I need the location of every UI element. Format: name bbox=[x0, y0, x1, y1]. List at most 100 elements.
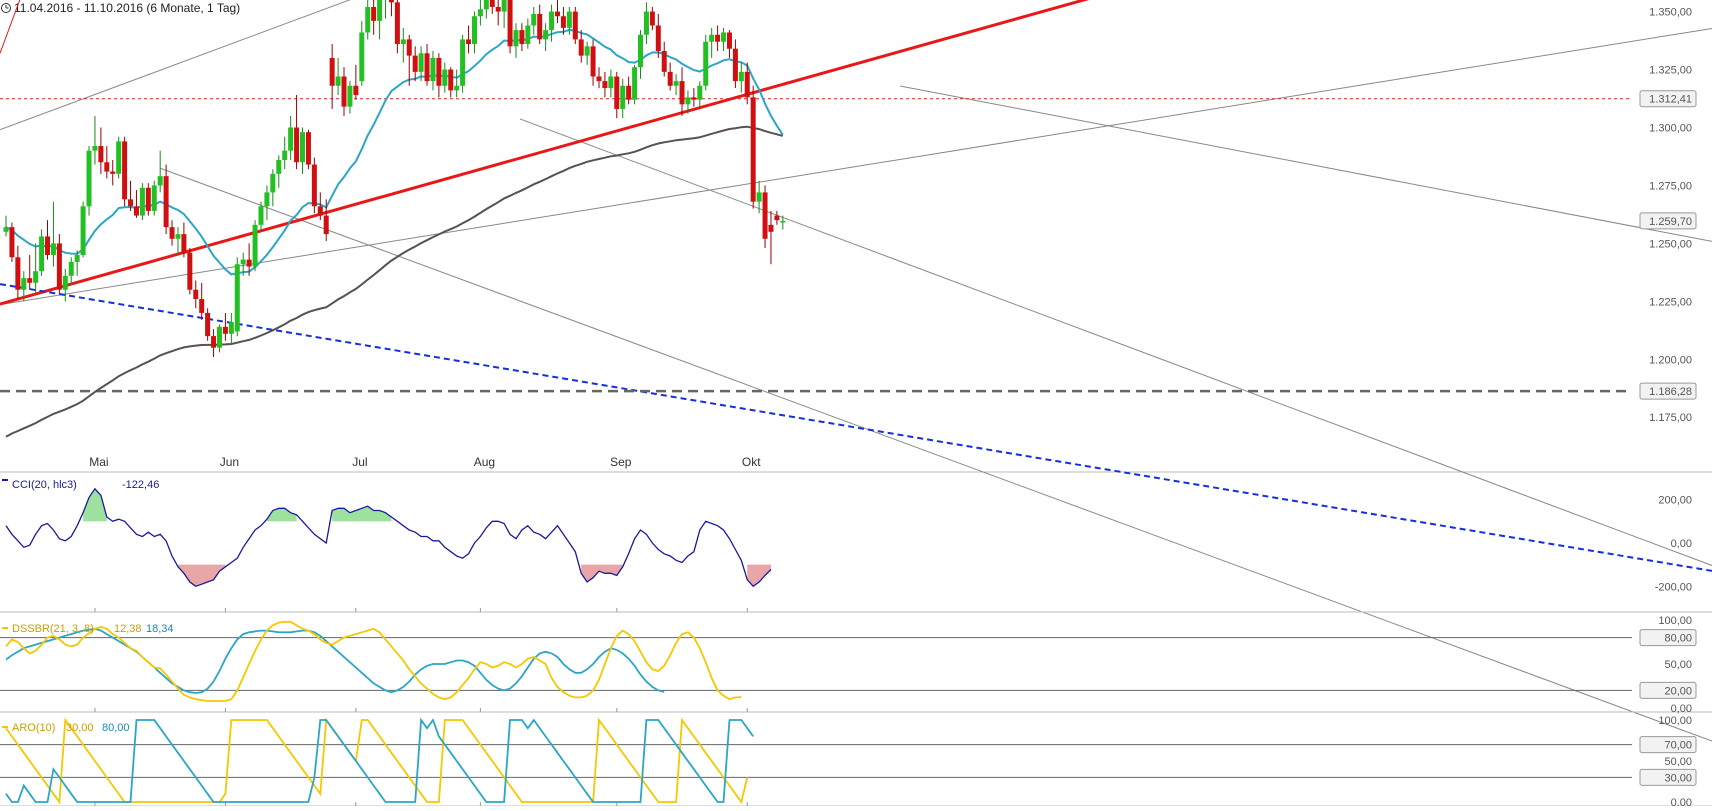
legend-marker bbox=[2, 479, 8, 481]
candle-up bbox=[300, 132, 305, 163]
candle-down bbox=[145, 187, 151, 211]
trend-line-down-2 bbox=[519, 118, 1712, 566]
indicator-label: CCI(20, hlc3) bbox=[12, 479, 77, 491]
candle-down bbox=[56, 243, 62, 290]
candle-down bbox=[590, 46, 596, 77]
y-tick-label: 1.225,00 bbox=[1649, 296, 1692, 308]
candle-down bbox=[649, 11, 655, 26]
candle-up bbox=[68, 261, 74, 276]
level-tag-box bbox=[1639, 629, 1697, 647]
candle-down bbox=[128, 199, 134, 207]
candle-up bbox=[525, 25, 531, 45]
candle-up bbox=[33, 271, 39, 283]
candle-down bbox=[537, 13, 543, 40]
red-helper-line bbox=[0, 0, 21, 54]
candle-up bbox=[721, 32, 727, 42]
trend-line-down-1 bbox=[159, 167, 1712, 742]
candle-down bbox=[489, 0, 495, 7]
x-tick-label: Jul bbox=[352, 455, 367, 469]
candle-down bbox=[560, 16, 566, 28]
y-tick-label: 20,00 bbox=[1664, 685, 1692, 697]
candle-up bbox=[3, 227, 9, 232]
candle-up bbox=[513, 30, 519, 47]
candle-down bbox=[466, 39, 472, 45]
candle-down bbox=[578, 39, 584, 56]
candle-down bbox=[317, 206, 323, 216]
candle-up bbox=[175, 234, 181, 239]
level-tag-box bbox=[1639, 768, 1697, 786]
candle-down bbox=[768, 224, 774, 232]
candle-up bbox=[756, 192, 762, 202]
candle-up bbox=[400, 39, 406, 45]
cci-panel: 200,00 0,00 -200,00 CCI(20, hlc3) -122,46 bbox=[0, 479, 1712, 613]
candle-up bbox=[92, 146, 98, 151]
candle-down bbox=[388, 0, 394, 3]
indicator-value: 18,34 bbox=[146, 623, 174, 635]
indicator-value: 30,00 bbox=[66, 722, 94, 734]
candle-down bbox=[163, 176, 169, 228]
price-tag-box bbox=[1639, 212, 1697, 230]
clock-icon bbox=[1, 3, 11, 13]
candle-up bbox=[377, 0, 383, 21]
level-tag-box bbox=[1639, 736, 1697, 754]
candle-down bbox=[45, 236, 51, 255]
candle-down bbox=[341, 76, 347, 107]
y-tick-label: 0,00 bbox=[1671, 703, 1692, 715]
ma-slow-line bbox=[5, 125, 784, 438]
candle-up bbox=[62, 275, 68, 290]
candle-up bbox=[139, 187, 145, 216]
candle-up bbox=[418, 53, 424, 72]
candle-up bbox=[709, 34, 715, 42]
dssbr-panel: 100,00 80,00 50,00 20,00 0,00 DSSBR(21, 3, 8)… bbox=[0, 615, 1712, 715]
y-tick-label: 0,00 bbox=[1671, 538, 1692, 550]
candle-down bbox=[323, 215, 329, 235]
candle-up bbox=[288, 127, 294, 151]
candle-up bbox=[566, 11, 572, 28]
candle-down bbox=[110, 171, 116, 174]
candle-up bbox=[74, 254, 80, 262]
indicator-value: 80,00 bbox=[102, 722, 130, 734]
y-tick-label: 0,00 bbox=[1671, 797, 1692, 806]
candle-down bbox=[371, 6, 377, 21]
candle-down bbox=[667, 71, 673, 86]
candle-down bbox=[199, 299, 205, 313]
candle-up bbox=[471, 16, 477, 45]
candle-down bbox=[596, 76, 602, 82]
indicator-value: 12,38 bbox=[114, 623, 142, 635]
candle-up bbox=[430, 57, 436, 82]
candle-up bbox=[228, 322, 234, 334]
price-tag-label: 1.186,28 bbox=[1649, 386, 1692, 398]
candle-down bbox=[762, 192, 768, 239]
candle-up bbox=[80, 206, 86, 255]
candle-up bbox=[483, 0, 489, 10]
candle-up bbox=[632, 67, 638, 100]
y-tick-label: 100,00 bbox=[1658, 715, 1692, 727]
candle-down bbox=[602, 81, 608, 89]
candle-down bbox=[394, 2, 400, 45]
candle-down bbox=[9, 227, 15, 258]
y-tick-label: 100,00 bbox=[1658, 615, 1692, 627]
candle-up bbox=[347, 85, 353, 107]
candle-up bbox=[276, 159, 282, 174]
candle-up bbox=[50, 243, 56, 255]
candle-up bbox=[608, 76, 614, 89]
candle-down bbox=[329, 57, 335, 86]
candle-up bbox=[365, 6, 371, 33]
candle-down bbox=[744, 71, 750, 98]
candle-down bbox=[305, 132, 311, 165]
candle-up bbox=[460, 39, 466, 86]
candle-down bbox=[726, 32, 732, 49]
candle-down bbox=[211, 336, 217, 348]
y-tick-label: 1.350,00 bbox=[1649, 7, 1692, 19]
price-tag-label: 1.312,41 bbox=[1649, 94, 1692, 106]
candle-up bbox=[21, 278, 27, 290]
candle-down bbox=[412, 55, 418, 72]
candle-down bbox=[294, 127, 300, 163]
x-tick-label: Jun bbox=[220, 455, 239, 469]
candle-up bbox=[234, 264, 240, 332]
y-tick-label: -200,00 bbox=[1655, 581, 1692, 593]
header: 11.04.2016 - 11.10.2016 (6 Monate, 1 Tag… bbox=[1, 1, 240, 15]
candle-down bbox=[104, 162, 110, 172]
candle-down bbox=[448, 69, 454, 91]
